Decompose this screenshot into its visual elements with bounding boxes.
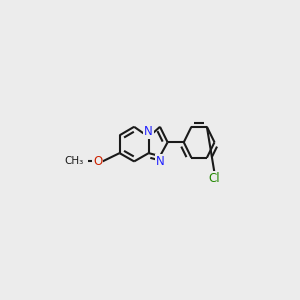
Text: O: O <box>93 155 103 168</box>
Text: N: N <box>156 155 164 168</box>
Text: Cl: Cl <box>209 172 220 185</box>
Text: CH₃: CH₃ <box>64 156 83 167</box>
Text: N: N <box>144 125 153 138</box>
